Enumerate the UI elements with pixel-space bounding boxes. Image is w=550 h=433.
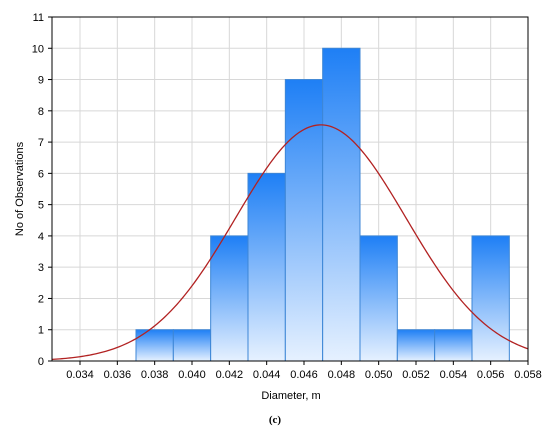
x-tick-label: 0.056 xyxy=(477,369,505,381)
y-axis-title: No of Observations xyxy=(14,141,26,236)
x-tick-label: 0.046 xyxy=(290,369,318,381)
y-axis-ticks: 0 1 2 3 4 5 6 7 8 9 10 11 xyxy=(32,12,52,368)
histogram-bar xyxy=(247,172,286,362)
y-tick-label: 9 xyxy=(38,75,44,87)
y-tick-label: 11 xyxy=(33,12,44,24)
y-tick-label: 7 xyxy=(38,137,44,149)
x-axis-title: Diameter, m xyxy=(261,390,320,402)
y-tick-label: 2 xyxy=(38,293,44,305)
x-axis-ticks: 0.034 0.036 0.038 0.040 0.042 0.044 0.046 0.048… xyxy=(66,361,542,381)
x-tick-label: 0.048 xyxy=(328,369,356,381)
x-tick-label: 0.034 xyxy=(66,369,94,381)
plot-frame xyxy=(51,16,529,362)
histogram-bar xyxy=(210,235,249,362)
x-tick-label: 0.050 xyxy=(365,369,393,381)
normal-fit-curve xyxy=(52,124,528,361)
x-tick-label: 0.052 xyxy=(402,369,430,381)
histogram-bar xyxy=(172,329,212,362)
y-tick-label: 5 xyxy=(38,200,44,212)
histogram-bar xyxy=(359,235,398,362)
y-tick-label: 8 xyxy=(38,106,44,118)
x-tick-label: 0.040 xyxy=(178,369,206,381)
histogram-bar xyxy=(322,47,361,362)
figure-caption: (c) xyxy=(269,414,282,426)
x-tick-label: 0.038 xyxy=(141,369,169,381)
x-tick-label: 0.036 xyxy=(104,369,132,381)
y-tick-label: 1 xyxy=(38,325,44,337)
y-tick-label: 10 xyxy=(32,43,44,55)
histogram-bars xyxy=(135,47,510,362)
histogram-bar xyxy=(284,79,324,362)
x-tick-label: 0.054 xyxy=(440,369,468,381)
x-tick-label: 0.058 xyxy=(514,369,542,381)
histogram-bar xyxy=(434,329,473,362)
histogram-bar xyxy=(396,329,436,362)
x-tick-label: 0.044 xyxy=(253,369,281,381)
y-tick-label: 6 xyxy=(38,168,44,180)
histogram-bar xyxy=(135,329,174,362)
y-tick-label: 0 xyxy=(38,356,44,368)
y-tick-label: 4 xyxy=(38,231,44,243)
y-tick-label: 3 xyxy=(38,262,44,274)
histogram-bar xyxy=(471,235,510,362)
x-tick-label: 0.042 xyxy=(216,369,244,381)
